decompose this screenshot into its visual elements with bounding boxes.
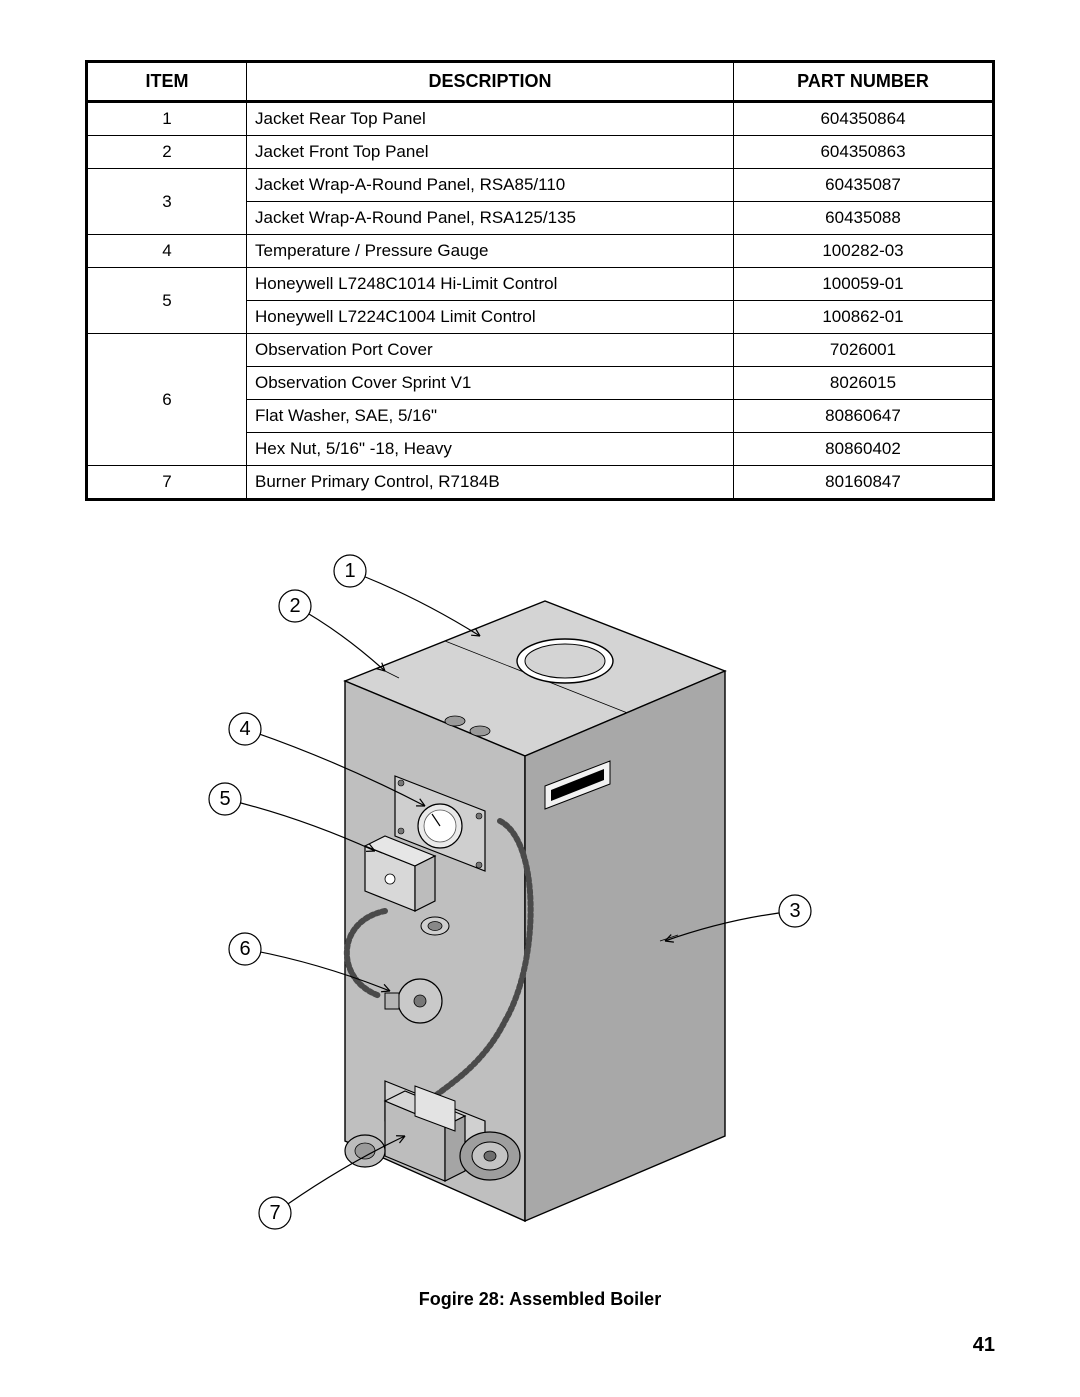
description-cell: Burner Primary Control, R7184B [247, 466, 734, 500]
description-cell: Observation Cover Sprint V1 [247, 367, 734, 400]
part-number-cell: 60435087 [734, 169, 994, 202]
item-cell: 6 [87, 334, 247, 466]
observation-port-tab [385, 993, 399, 1009]
part-number-cell: 604350863 [734, 136, 994, 169]
description-cell: Flat Washer, SAE, 5/16" [247, 400, 734, 433]
part-number-cell: 100862-01 [734, 301, 994, 334]
table-row: 6Observation Port Cover7026001 [87, 334, 994, 367]
part-number-cell: 604350864 [734, 102, 994, 136]
description-cell: Honeywell L7224C1004 Limit Control [247, 301, 734, 334]
part-number-cell: 8026015 [734, 367, 994, 400]
callout-number: 1 [344, 560, 355, 582]
callout-leader [295, 606, 385, 671]
part-number-cell: 100282-03 [734, 235, 994, 268]
figure-caption: Fogire 28: Assembled Boiler [85, 1289, 995, 1310]
item-cell: 7 [87, 466, 247, 500]
table-row: 5Honeywell L7248C1014 Hi-Limit Control10… [87, 268, 994, 301]
description-cell: Honeywell L7248C1014 Hi-Limit Control [247, 268, 734, 301]
part-number-cell: 80160847 [734, 466, 994, 500]
table-row: 3Jacket Wrap-A-Round Panel, RSA85/110604… [87, 169, 994, 202]
table-row: 1Jacket Rear Top Panel604350864 [87, 102, 994, 136]
col-header-item: ITEM [87, 62, 247, 102]
callout-number: 3 [789, 900, 800, 922]
callout-number: 5 [219, 788, 230, 810]
callout-number: 6 [239, 938, 250, 960]
callout-number: 7 [269, 1202, 280, 1224]
page: ITEM DESCRIPTION PART NUMBER 1Jacket Rea… [0, 0, 1080, 1397]
part-number-cell: 80860647 [734, 400, 994, 433]
item-cell: 2 [87, 136, 247, 169]
callout-number: 4 [239, 718, 250, 740]
description-cell: Jacket Front Top Panel [247, 136, 734, 169]
description-cell: Temperature / Pressure Gauge [247, 235, 734, 268]
col-header-description: DESCRIPTION [247, 62, 734, 102]
table-row: 7Burner Primary Control, R7184B80160847 [87, 466, 994, 500]
table-row: 2Jacket Front Top Panel604350863 [87, 136, 994, 169]
part-number-cell: 60435088 [734, 202, 994, 235]
callout-number: 2 [289, 595, 300, 617]
boiler-side-panel [525, 671, 725, 1221]
flue-inner [525, 644, 605, 678]
item-cell: 5 [87, 268, 247, 334]
boiler-diagram: 1 2 3 4 5 6 7 [85, 541, 995, 1281]
item-cell: 4 [87, 235, 247, 268]
description-cell: Jacket Rear Top Panel [247, 102, 734, 136]
col-header-part-number: PART NUMBER [734, 62, 994, 102]
callout-leader [350, 571, 480, 636]
description-cell: Hex Nut, 5/16" -18, Heavy [247, 433, 734, 466]
description-cell: Jacket Wrap-A-Round Panel, RSA85/110 [247, 169, 734, 202]
table-row: 4Temperature / Pressure Gauge100282-03 [87, 235, 994, 268]
top-port [445, 716, 465, 726]
item-cell: 1 [87, 102, 247, 136]
figure-assembled-boiler: 1 2 3 4 5 6 7 [85, 541, 995, 1281]
top-port [470, 726, 490, 736]
part-number-cell: 100059-01 [734, 268, 994, 301]
parts-table: ITEM DESCRIPTION PART NUMBER 1Jacket Rea… [85, 60, 995, 501]
item-cell: 3 [87, 169, 247, 235]
description-cell: Jacket Wrap-A-Round Panel, RSA125/135 [247, 202, 734, 235]
part-number-cell: 80860402 [734, 433, 994, 466]
description-cell: Observation Port Cover [247, 334, 734, 367]
table-header-row: ITEM DESCRIPTION PART NUMBER [87, 62, 994, 102]
part-number-cell: 7026001 [734, 334, 994, 367]
limit-control-side [415, 856, 435, 911]
page-number: 41 [973, 1334, 995, 1357]
